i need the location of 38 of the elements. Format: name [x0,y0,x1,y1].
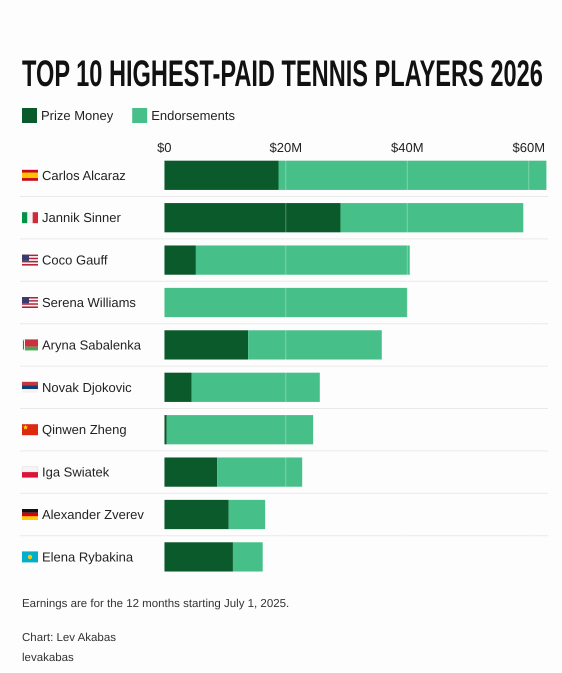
bar [164,160,279,190]
bar [166,415,314,444]
y-tick-label: Carlos Alcaraz [42,168,126,183]
x-tick-label: $60M [512,140,546,155]
bar [248,330,382,360]
bar [196,245,410,275]
bar [164,288,408,318]
y-tick-label: Novak Djokovic [42,380,132,395]
y-tick-label: Elena Rybakina [42,549,134,564]
bar [340,203,524,232]
bar [217,457,302,487]
y-tick-label: Qinwen Zheng [42,422,127,438]
y-tick-label: Coco Gauff [42,252,108,268]
x-tick-label: $40M [391,140,424,155]
y-tick-label: Iga Swiatek [42,464,110,480]
y-tick-label: Jannik Sinner [42,210,122,226]
y-tick-label: Aryna Sabalenka [42,337,142,352]
y-tick-label: Alexander Zverev [42,507,144,522]
bar [164,245,196,275]
bar [228,500,266,530]
bar [164,457,218,487]
legend-label: Endorsements [151,108,236,123]
chart-title: TOP 10 HIGHEST-PAID TENNIS PLAYERS 2026 [22,52,543,94]
y-tick-label: Serena Williams [42,295,136,310]
bar [164,372,192,402]
bar [164,500,229,530]
x-tick-label: $20M [270,140,302,155]
bar [192,372,320,402]
legend-label: Prize Money [41,108,114,123]
bar [164,203,340,232]
bar [278,160,546,190]
text: levakabas [22,652,74,664]
bar [164,542,233,572]
text: Chart: Lev Akabas [22,632,116,644]
bar [164,330,248,360]
x-tick-label: $0 [157,140,172,155]
text: Earnings are for the 12 months starting July 1, 2025. [22,598,290,610]
bar [232,542,263,572]
